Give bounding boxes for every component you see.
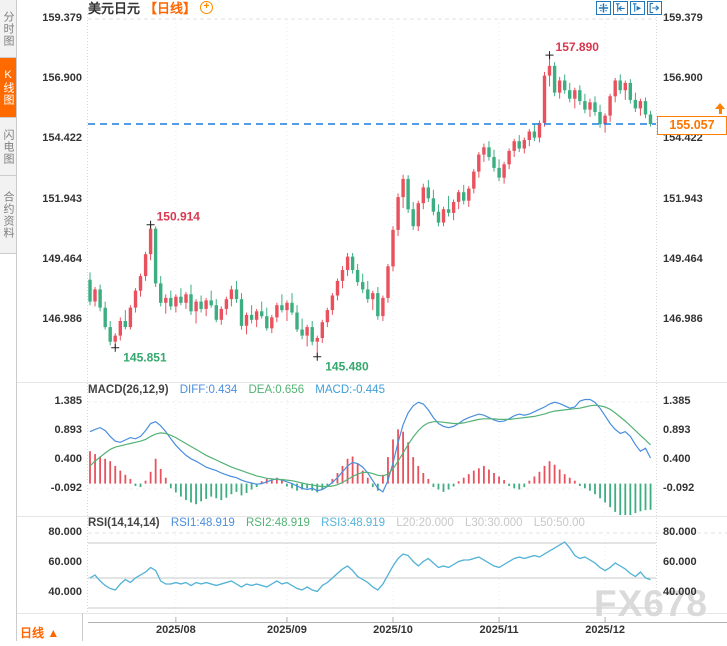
main-y-axis-label: 156.900 [663, 72, 703, 85]
svg-text:145.480: 145.480 [325, 360, 369, 374]
pan-right-icon[interactable] [647, 1, 662, 15]
rsi1-value: RSI1:48.919 [170, 517, 235, 529]
chart-toolbar [596, 1, 662, 15]
macd-y-axis-label: 0.893 [54, 423, 82, 436]
main-y-axis-label: 151.943 [42, 192, 82, 205]
macd-title: MACD(26,12,9) [88, 384, 169, 396]
main-y-axis-label: 159.379 [663, 12, 703, 24]
x-axis-date-label: 2025/09 [267, 624, 307, 636]
x-axis-date-label: 2025/08 [155, 624, 196, 636]
svg-text:150.914: 150.914 [157, 210, 201, 224]
main-y-axis-label: 149.464 [663, 252, 703, 265]
svg-text:145.851: 145.851 [123, 351, 167, 365]
sidebar-item-1[interactable]: 分时图 [0, 0, 16, 58]
sidebar-item-4[interactable]: 合约资料 [0, 176, 16, 254]
macd-y-axis-label: 1.385 [663, 394, 691, 407]
rsi-y-axis-label: 80.000 [663, 526, 697, 538]
rsi-y-axis-label: 60.000 [48, 556, 82, 568]
macd-y-axis-label: 0.400 [54, 453, 82, 466]
rsi-y-axis-label: 80.000 [48, 526, 82, 538]
main-y-axis-label: 151.943 [663, 192, 703, 205]
candlestick-series [88, 55, 653, 357]
macd-y-axis-label: 0.400 [663, 453, 691, 466]
bottom-bar-divider [82, 613, 83, 641]
macd-panel [88, 398, 656, 515]
rsi-y-axis-label: 40.000 [48, 586, 82, 598]
crosshair-move-icon[interactable] [596, 1, 611, 15]
fit-scale-left-icon[interactable] [613, 1, 628, 15]
add-indicator-icon[interactable]: + [200, 1, 214, 14]
macd-dea-value: DEA:0.656 [248, 384, 305, 396]
rsi3-value: RSI3:48.919 [321, 517, 386, 529]
main-y-axis-label: 159.379 [42, 12, 82, 24]
rsi-l30-value: L30:30.000 [465, 517, 523, 529]
symbol-title: 美元日元 [88, 1, 141, 16]
price-annotations: 157.890 150.914 145.851 145.480 [111, 40, 599, 374]
x-axis-date-label: 2025/10 [373, 624, 413, 636]
rsi-title: RSI(14,14,14) [88, 517, 160, 529]
macd-y-axis-label: -0.092 [50, 482, 82, 495]
period-tag: 【日线】 [144, 1, 197, 16]
chevron-up-icon: ▲ [47, 626, 60, 640]
rsi-l50-value: L50:50.00 [533, 517, 585, 529]
chart-header: 美元日元 【日线】 + [88, 0, 214, 16]
rsi-header: RSI(14,14,14) RSI1:48.919 RSI2:48.919 RS… [88, 517, 593, 531]
current-price-tag: 155.057 [657, 116, 727, 135]
main-y-axis-label: 146.986 [42, 313, 82, 326]
main-y-axis-label: 154.422 [42, 132, 82, 145]
price-up-arrow-icon [714, 103, 726, 116]
period-dropdown-label: 日线 [20, 626, 45, 640]
rsi-y-axis-label: 40.000 [663, 586, 697, 598]
main-y-axis-label: 146.986 [663, 313, 703, 326]
svg-text:157.890: 157.890 [556, 40, 600, 54]
rsi-l20-value: L20:20.000 [396, 517, 454, 529]
macd-y-axis-label: 0.893 [663, 423, 691, 436]
period-dropdown-button[interactable]: 日线 ▲ [20, 624, 59, 641]
rsi-panel [88, 532, 727, 609]
rsi-y-axis-label: 60.000 [663, 556, 697, 568]
watermark: FX678 [594, 583, 709, 624]
macd-y-axis-label: 1.385 [54, 394, 82, 407]
main-y-axis-label: 149.464 [42, 252, 82, 265]
macd-header: MACD(26,12,9) DIFF:0.434 DEA:0.656 MACD:… [88, 384, 393, 398]
macd-y-axis-label: -0.092 [663, 482, 695, 495]
macd-diff-value: DIFF:0.434 [179, 384, 238, 396]
sidebar-item-2[interactable]: K线图 [0, 58, 16, 118]
sidebar: 分时图 K线图 闪电图 合约资料 [0, 0, 17, 641]
sidebar-item-3[interactable]: 闪电图 [0, 118, 16, 176]
main-y-axis-label: 156.900 [42, 72, 82, 85]
panel-separators [16, 14, 727, 623]
x-axis-date-label: 2025/11 [479, 624, 519, 636]
fit-scale-right-icon[interactable] [630, 1, 645, 15]
main-y-axis-label: 154.422 [663, 132, 703, 145]
rsi2-value: RSI2:48.919 [245, 517, 310, 529]
x-axis-date-label: 2025/12 [585, 624, 625, 636]
macd-macd-value: MACD:-0.445 [315, 384, 385, 396]
month-gridlines [175, 19, 606, 612]
